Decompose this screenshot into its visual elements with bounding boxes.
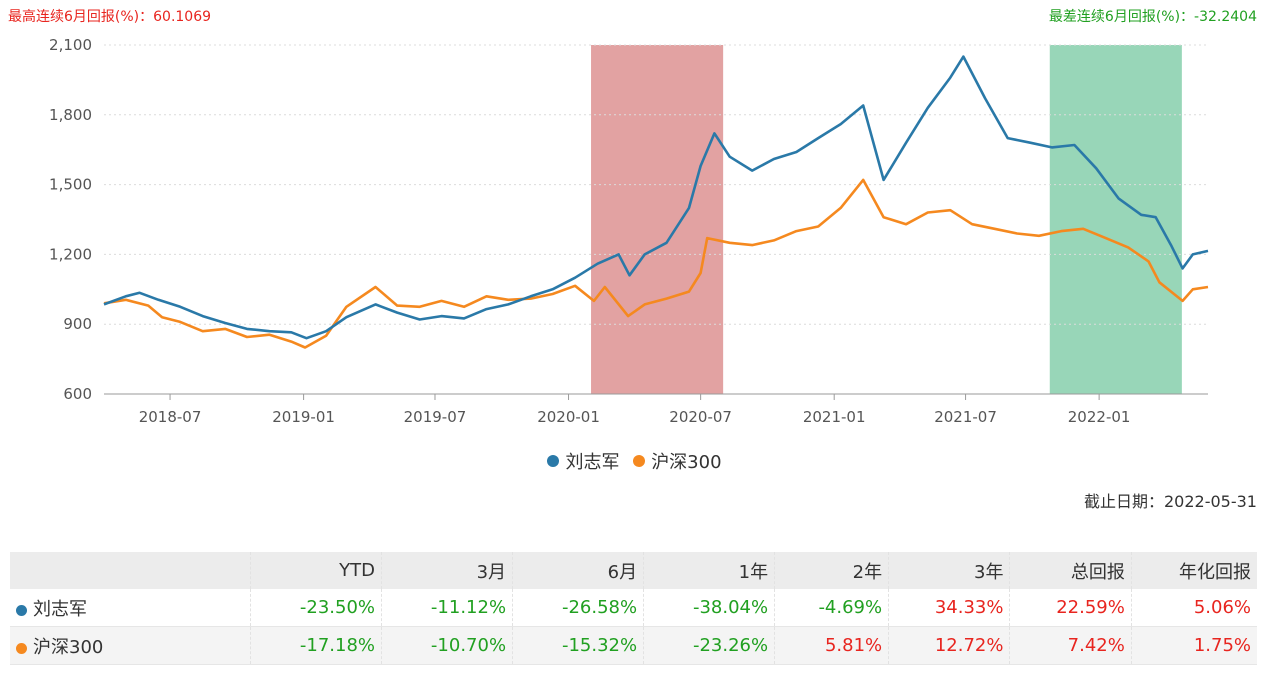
legend-dot-index [633, 455, 646, 467]
legend-item-fund[interactable]: 刘志军 [547, 448, 619, 474]
value-cell: -23.50% [250, 589, 383, 627]
value-cell: -26.58% [512, 589, 645, 627]
performance-line-chart: 600 900 1,200 1,500 1,800 2,100 2018-07 2019-01… [49, 36, 1209, 426]
value-cell: -15.32% [512, 626, 645, 665]
x-tick-label: 2022-01 [1068, 408, 1131, 426]
as-of-date: 截止日期：2022-05-31 [1084, 492, 1257, 511]
value-cell: -11.12% [381, 589, 514, 627]
legend-item-index[interactable]: 沪深300 [633, 448, 722, 474]
value-cell: -4.69% [774, 589, 890, 627]
index-series-line [103, 178, 1209, 349]
row-name-index: 沪深300 [33, 636, 104, 658]
table-row: 沪深300 -17.18% -10.70% -15.32% -23.26% 5.… [10, 626, 1257, 665]
header-cell-annualized: 年化回报 [1179, 561, 1251, 583]
header-cell-2y: 2年 [774, 552, 890, 589]
best-6m-return-label: 最高连续6月回报(%)：60.1069 [8, 9, 212, 25]
value-cell: 5.81% [774, 626, 890, 665]
value-cell: -10.70% [381, 626, 514, 665]
y-tick-label: 900 [63, 315, 92, 333]
value-cell: 7.42% [1009, 626, 1132, 665]
worst-6m-band [1049, 45, 1182, 394]
value-cell: -23.26% [643, 626, 776, 665]
x-tick-label: 2021-01 [803, 408, 866, 426]
row-dot-fund [16, 604, 27, 616]
legend-dot-fund [547, 455, 560, 467]
value-cell: 22.59% [1009, 589, 1132, 627]
performance-table: YTD 3月 6月 1年 2年 3年 总回报 年化回报 刘志军 -23.50% … [10, 552, 1257, 665]
row-name-fund: 刘志军 [33, 598, 87, 620]
best-6m-band [591, 45, 724, 394]
value-cell: 5.06% [1193, 597, 1251, 618]
row-name-cell: 刘志军 [10, 589, 251, 627]
table-row: 刘志军 -23.50% -11.12% -26.58% -38.04% -4.6… [10, 589, 1257, 627]
legend-label-index: 沪深300 [651, 452, 722, 473]
x-tick-label: 2020-01 [537, 408, 600, 426]
y-tick-label: 1,500 [49, 176, 92, 194]
header-cell-ytd: YTD [250, 552, 383, 589]
fund-series-line [103, 55, 1209, 340]
legend-label-fund: 刘志军 [565, 452, 620, 473]
header-cell-6m: 6月 [512, 552, 645, 589]
x-tick-label: 2018-07 [139, 408, 202, 426]
x-tick-label: 2021-07 [934, 408, 997, 426]
row-dot-index [16, 642, 27, 654]
table-header-row: YTD 3月 6月 1年 2年 3年 总回报 年化回报 [10, 552, 1257, 589]
y-tick-label: 1,200 [49, 245, 92, 263]
header-cell-3y: 3年 [888, 552, 1011, 589]
x-tick-label: 2019-07 [404, 408, 467, 426]
value-cell: 1.75% [1193, 635, 1251, 656]
y-tick-label: 1,800 [49, 106, 92, 124]
value-cell: -17.18% [250, 626, 383, 665]
x-tick-label: 2020-07 [669, 408, 732, 426]
header-cell-3m: 3月 [381, 552, 514, 589]
worst-6m-return-label: 最差连续6月回报(%)：-32.2404 [1048, 9, 1257, 25]
x-tick-label: 2019-01 [272, 408, 335, 426]
y-tick-label: 600 [63, 385, 92, 403]
header-cell-total: 总回报 [1009, 552, 1132, 589]
value-cell: 34.33% [888, 589, 1011, 627]
value-cell: -38.04% [643, 589, 776, 627]
row-name-cell: 沪深300 [10, 626, 251, 665]
header-cell-1y: 1年 [643, 552, 776, 589]
value-cell: 12.72% [888, 626, 1011, 665]
chart-legend: 刘志军 沪深300 [0, 448, 1269, 474]
y-tick-label: 2,100 [49, 36, 92, 54]
header-cell-name [10, 552, 251, 589]
